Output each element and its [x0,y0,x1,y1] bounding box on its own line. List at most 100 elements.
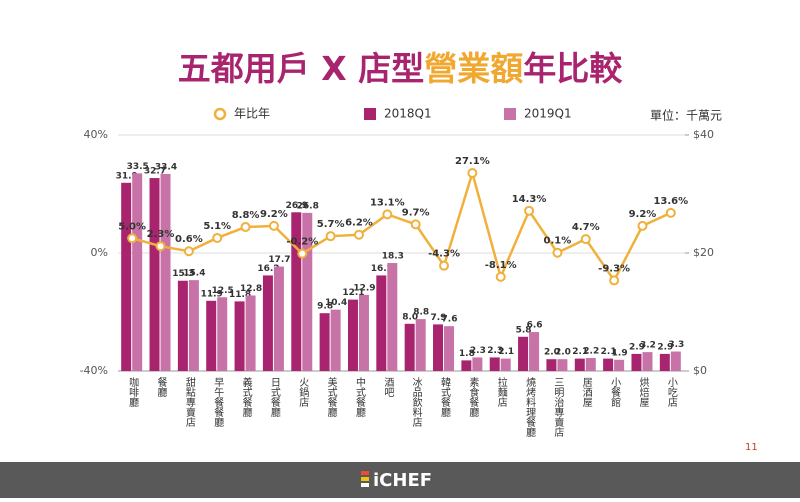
line-value-label: 9.7% [402,207,430,218]
bar-value-label: 12.1 [342,288,364,298]
bar-value-label: 7.6 [442,315,458,325]
bar [631,353,642,371]
legend-marker [504,108,516,120]
x-tick-label: 甜點專賣店 [183,376,195,428]
line-value-label: 5.7% [317,219,345,230]
bar [500,358,511,371]
y-tick-label: 0% [91,246,108,259]
bar [518,336,529,371]
bar-value-label: 2.0 [555,348,571,358]
logo-block [361,477,369,481]
line-point [155,241,166,252]
line-value-label: 2.3% [147,229,175,240]
bar [603,358,614,371]
legend-label: 2018Q1 [384,107,432,121]
legend-label: 年比年 [234,107,270,121]
bar [670,351,681,371]
x-tick-label: 冰品飲料店 [410,376,422,428]
y2-tick-label: $40 [693,128,714,141]
bar-value-label: 26.9 [286,201,308,211]
bar-value-label: 33.5 [127,162,149,172]
line-value-label: 8.8% [232,210,260,221]
x-tick-label: 韓式餐廳 [439,377,451,418]
x-tick-label: 咖啡廳 [127,377,139,408]
page-number: 11 [745,442,758,453]
line-point [439,260,450,271]
bar [188,280,199,371]
line-point [580,234,591,245]
bar [546,359,557,371]
x-tick-label: 居酒屋 [580,377,592,407]
bar-value-label: 3.2 [640,341,656,351]
bar-value-label: 12.9 [353,283,375,293]
x-tick-label: 烘焙屋 [637,377,649,407]
bar [659,353,670,371]
bar [376,275,387,371]
line-value-label: 5.0% [118,221,146,232]
logo-block [361,483,369,487]
x-tick-label: 美式餐廳 [325,376,337,418]
bar-value-label: 6.6 [527,321,543,331]
x-tick-label: 素食餐廳 [467,376,479,418]
bar [585,358,596,371]
unit-note: 單位：千萬元 [650,108,722,123]
line-point [524,205,535,216]
line-point [212,232,223,243]
chart-title: 五都用戶 X 店型營業額年比較 [178,49,623,88]
legend-marker [364,108,376,120]
y-tick-label: 40% [84,128,108,141]
bar [461,360,472,371]
bar-value-label: 2.1 [601,347,617,357]
bar [121,182,132,371]
bar [387,263,398,371]
line-value-label: 6.2% [345,218,373,229]
bar-value-label: 12.5 [212,286,234,296]
bar [262,275,273,371]
y-tick-label: -40% [80,364,108,377]
line-value-label: 9.2% [629,209,657,220]
bar-value-label: 12.8 [240,284,262,294]
line-value-label: 27.1% [455,156,490,167]
x-tick-label: 拉麵店 [495,376,507,408]
bar [404,323,415,371]
bar-value-label: 3.3 [668,340,684,350]
line-value-label: 0.1% [544,236,572,247]
line-value-label: 0.6% [175,234,203,245]
bar [319,313,330,371]
line-point [637,220,648,231]
brand: iCHEF [373,470,432,491]
x-tick-label: 義式餐廳 [240,376,252,418]
bar [557,359,568,371]
bar-value-label: 11.9 [201,289,223,299]
bar [132,173,143,371]
x-tick-label: 餐廳 [155,376,167,398]
bar [433,324,444,371]
bar [149,178,160,371]
line-value-label: 4.7% [572,222,600,233]
x-tick-label: 燒烤料理餐廳 [524,376,536,438]
line-point [382,209,393,220]
x-tick-label: 火鍋店 [297,377,309,408]
bar-value-label: 9.8 [317,302,333,312]
bar [330,309,341,371]
x-tick-label: 小餐館 [609,377,621,408]
bar-value-label: 2.3 [487,346,503,356]
bar-value-label: 2.1 [572,347,588,357]
bar [206,300,217,371]
title-part: 五都用戶 X 店型 [178,49,424,88]
bar-value-label: 33.4 [155,162,177,172]
line-value-label: 13.1% [370,197,405,208]
bar-value-label: 31.9 [116,171,138,181]
line-point [665,207,676,218]
line-value-label: 13.6% [653,196,688,207]
line-point [325,231,336,242]
line-point [495,271,506,282]
bar-value-label: 26.8 [297,201,319,211]
bar-value-label: 2.0 [544,348,560,358]
line-point [297,248,308,259]
line [131,168,672,283]
bar-value-label: 2.1 [498,347,514,357]
x-tick-label: 早午餐餐廳 [212,377,224,428]
bar-value-label: 1.8 [459,349,475,359]
